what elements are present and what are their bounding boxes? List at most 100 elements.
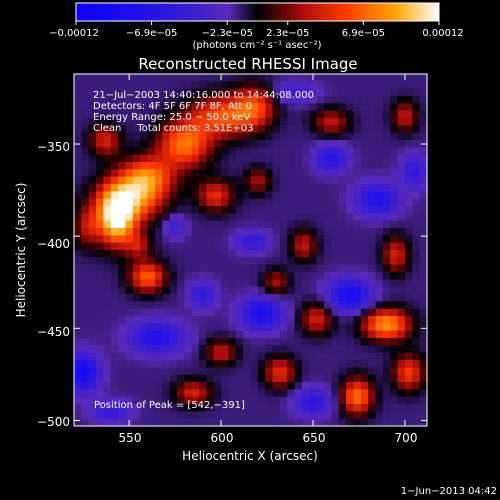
heatmap-cell — [96, 411, 105, 420]
heatmap-cell — [257, 213, 266, 222]
heatmap-cell — [375, 110, 384, 119]
heatmap-cell — [147, 242, 156, 251]
heatmap-cell — [140, 198, 149, 207]
heatmap-cell — [257, 352, 266, 361]
heatmap-cell — [250, 103, 259, 112]
heatmap-cell — [176, 360, 185, 368]
heatmap-cell — [132, 374, 141, 383]
heatmap-cell — [199, 176, 207, 185]
heatmap-cell — [353, 81, 362, 90]
heatmap-cell — [346, 110, 355, 119]
heatmap-cell — [154, 220, 163, 229]
heatmap-cell — [140, 389, 149, 398]
footer-timestamp: 1−Jun−2013 04:42 — [401, 486, 497, 497]
heatmap-cell — [412, 88, 421, 97]
heatmap-cell — [279, 132, 288, 141]
heatmap-cell — [221, 191, 230, 200]
heatmap-cell — [375, 250, 384, 258]
heatmap-cell — [353, 418, 362, 427]
heatmap-cell — [250, 191, 259, 200]
heatmap-cell — [346, 228, 355, 236]
heatmap-cell — [154, 338, 163, 346]
heatmap-cell — [294, 418, 303, 427]
heatmap-cell — [213, 352, 222, 361]
heatmap-cell — [279, 220, 288, 229]
heatmap-cell — [199, 235, 207, 244]
heatmap-cell — [206, 316, 215, 324]
heatmap-cell — [81, 74, 90, 82]
heatmap-cell — [294, 110, 303, 119]
heatmap-cell — [118, 228, 127, 236]
heatmap-cell — [154, 242, 163, 251]
heatmap-cell — [140, 404, 149, 412]
heatmap-cell — [397, 374, 406, 383]
heatmap-cell — [353, 206, 362, 214]
heatmap-cell — [368, 96, 377, 104]
heatmap-cell — [301, 103, 310, 112]
heatmap-cell — [272, 81, 281, 90]
heatmap-cell — [169, 169, 178, 178]
heatmap-cell — [228, 330, 237, 339]
heatmap-cell — [191, 206, 200, 214]
heatmap-cell — [287, 330, 296, 339]
heatmap-cell — [132, 213, 141, 222]
heatmap-cell — [316, 132, 325, 141]
heatmap-cell — [118, 316, 127, 324]
heatmap-cell — [316, 301, 325, 310]
heatmap-cell — [301, 286, 310, 295]
heatmap-cell — [118, 418, 127, 427]
heatmap-cell — [176, 228, 185, 236]
heatmap-cell — [221, 103, 230, 112]
heatmap-cell — [309, 125, 318, 134]
heatmap-cell — [272, 235, 281, 244]
heatmap-cell — [301, 213, 310, 222]
heatmap-cell — [221, 228, 230, 236]
info-text: 21−Jul−2003 14:40:16.000 to 14:44:08.000… — [93, 90, 314, 411]
heatmap-cell — [206, 103, 215, 112]
heatmap-cell — [404, 418, 413, 427]
heatmap-cell — [176, 250, 185, 258]
heatmap-cell — [294, 411, 303, 420]
heatmap-cell — [243, 169, 252, 178]
heatmap-cell — [140, 176, 149, 185]
heatmap-cell — [316, 264, 325, 273]
heatmap-cell — [176, 404, 185, 412]
heatmap-cell — [132, 264, 141, 273]
heatmap-cell — [331, 264, 340, 273]
heatmap-cell — [346, 140, 355, 148]
heatmap-cell — [324, 198, 332, 207]
heatmap-cell — [88, 367, 97, 376]
heatmap-cell — [316, 191, 325, 200]
heatmap-cell — [96, 367, 105, 376]
heatmap-cell — [412, 330, 421, 339]
heatmap-cell — [353, 301, 362, 310]
heatmap-cell — [88, 316, 97, 324]
heatmap-cell — [338, 345, 347, 354]
heatmap-cell — [346, 125, 355, 134]
heatmap-cell — [184, 110, 193, 119]
heatmap-cell — [404, 220, 413, 229]
heatmap-cell — [390, 110, 399, 119]
heatmap-cell — [213, 374, 222, 383]
heatmap-cell — [184, 191, 193, 200]
heatmap-cell — [125, 213, 134, 222]
heatmap-cell — [360, 345, 369, 354]
heatmap-cell — [103, 367, 112, 376]
heatmap-cell — [316, 308, 325, 317]
heatmap-cell — [235, 198, 244, 207]
heatmap-cell — [368, 154, 377, 163]
heatmap-cell — [375, 338, 384, 346]
heatmap-cell — [118, 396, 127, 405]
heatmap-cell — [250, 308, 259, 317]
heatmap-cell — [206, 220, 215, 229]
heatmap-cell — [132, 96, 141, 104]
heatmap-cell — [382, 396, 391, 405]
heatmap-cell — [221, 323, 230, 332]
heatmap-cell — [324, 110, 332, 119]
heatmap-cell — [191, 125, 200, 134]
heatmap-cell — [382, 308, 391, 317]
heatmap-cell — [324, 338, 332, 346]
heatmap-cell — [118, 169, 127, 178]
heatmap-cell — [382, 235, 391, 244]
heatmap-cell — [360, 374, 369, 383]
